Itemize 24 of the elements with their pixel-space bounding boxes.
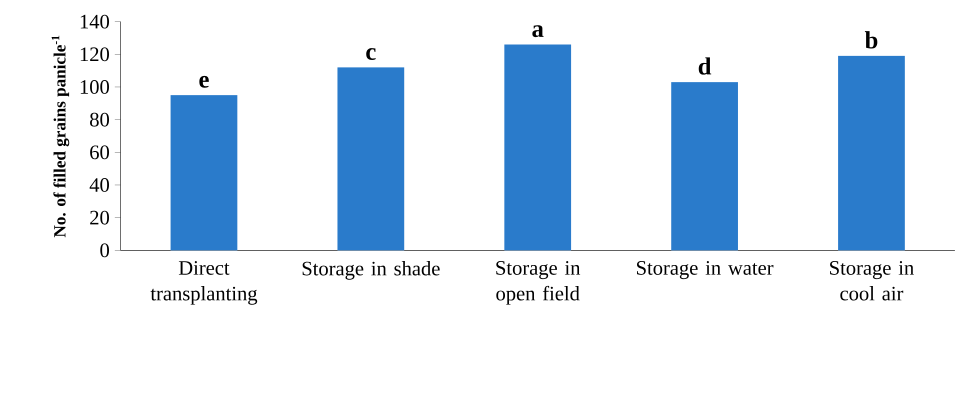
annotation: d <box>698 57 712 75</box>
y-tick-label: 20 <box>90 210 109 225</box>
bar <box>337 67 404 250</box>
y-tick-label: 120 <box>80 47 109 62</box>
bar <box>170 95 238 250</box>
y-tick-label: 60 <box>90 145 109 160</box>
annotation: a <box>532 25 544 38</box>
bar <box>671 82 738 250</box>
x-tick-label: Storage in water <box>636 261 774 280</box>
x-tick-label: Storage in cool air <box>830 261 914 301</box>
x-tick-label: Storage in open field <box>496 261 580 305</box>
y-tick-label: 0 <box>100 243 109 258</box>
bar <box>838 56 905 250</box>
text: No. of filled grains panicle$^{-1}$ <box>52 36 70 238</box>
bar <box>504 44 572 250</box>
y-tick-label: 80 <box>90 112 109 127</box>
x-tick-label: Direct transplanting <box>150 261 258 305</box>
y-tick-label: 40 <box>90 178 109 192</box>
y-tick-label: 100 <box>80 80 109 94</box>
y-tick-label: 140 <box>80 14 109 29</box>
x-tick-label: Storage in shade <box>302 261 440 280</box>
annotation: c <box>366 48 376 60</box>
annotation: b <box>864 31 878 49</box>
annotation: e <box>199 76 209 88</box>
